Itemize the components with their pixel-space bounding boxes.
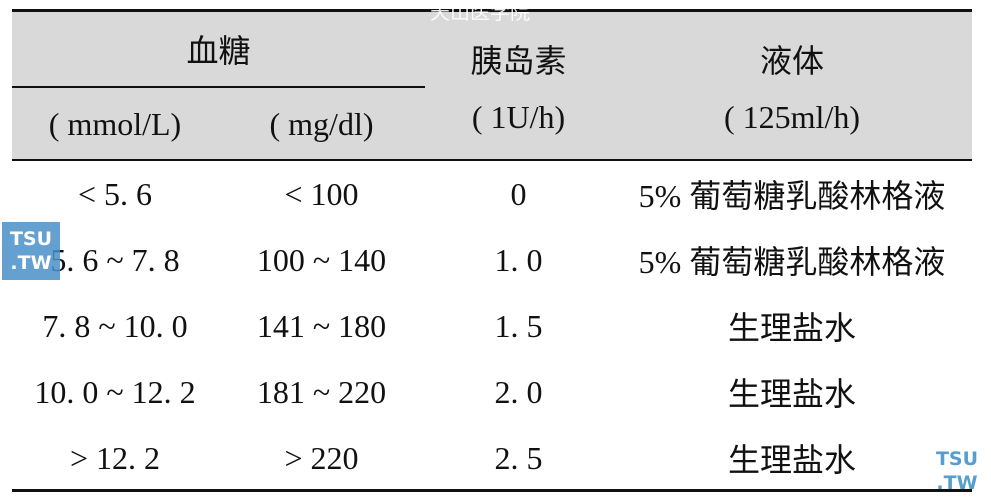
table-cell: 141 ~ 180	[256, 307, 387, 344]
logo-text: .TW	[10, 252, 52, 274]
table-cell: 5. 6 ~ 7. 8	[50, 241, 180, 278]
table-cell: 生理盐水	[727, 376, 856, 412]
table-cell: 1. 5	[494, 307, 543, 344]
header-cell: ( mmol/L)	[48, 105, 182, 142]
header-cell: ( mg/dl)	[269, 105, 374, 142]
header-cell: 血糖	[186, 33, 251, 69]
table-cell: 100 ~ 140	[256, 241, 387, 278]
header-cell: ( 1U/h)	[471, 98, 566, 135]
table-cell: 181 ~ 220	[256, 373, 387, 410]
table-cell: > 12. 2	[69, 439, 161, 476]
header-bottom-rule	[12, 159, 972, 161]
logo-text: TSU	[935, 448, 979, 470]
table-cell: 生理盐水	[727, 442, 856, 478]
top-rule	[12, 9, 972, 12]
logo-text: .TW	[936, 472, 978, 494]
table-cell: < 5. 6	[77, 175, 153, 212]
table-cell: 2. 5	[494, 439, 543, 476]
table-cell: 0	[510, 175, 527, 212]
header-background	[12, 10, 972, 160]
table-cell: 5% 葡萄糖乳酸林格液	[638, 178, 946, 214]
logo-text: TSU	[9, 228, 53, 250]
table-cell: 7. 8 ~ 10. 0	[42, 307, 188, 344]
header-cell: ( 125ml/h)	[724, 98, 860, 135]
table-cell: 生理盐水	[727, 310, 856, 346]
table-cell: 10. 0 ~ 12. 2	[34, 373, 196, 410]
table-cell: > 220	[284, 439, 359, 476]
watermark: 天山医学院	[430, 2, 530, 24]
header-rule	[12, 86, 425, 88]
logo: TSU .TW	[2, 222, 60, 280]
table-cell: < 100	[284, 175, 359, 212]
table-cell: 2. 0	[494, 373, 543, 410]
header-cell: 液体	[759, 43, 824, 79]
logo: TSU .TW	[926, 442, 988, 500]
table-cell: 5% 葡萄糖乳酸林格液	[638, 244, 946, 280]
table-cell: 1. 0	[494, 241, 543, 278]
bottom-rule	[12, 489, 972, 492]
header-cell: 胰岛素	[470, 43, 567, 79]
